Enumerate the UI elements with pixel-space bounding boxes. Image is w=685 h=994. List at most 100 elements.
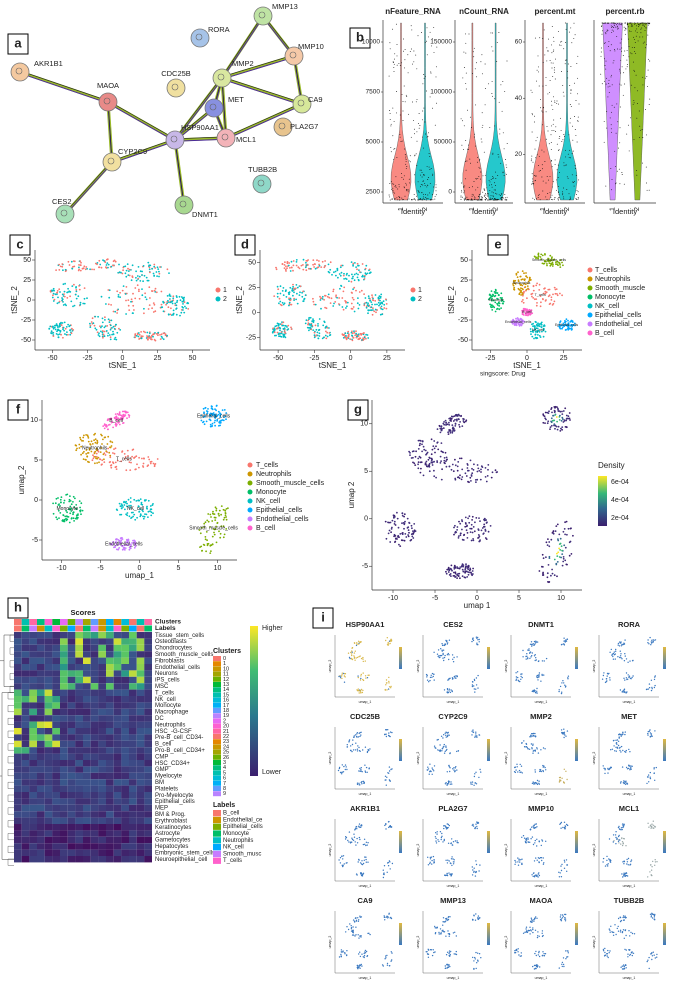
cell-dot	[544, 330, 547, 333]
jitter-point	[536, 154, 538, 156]
cell-dot	[408, 450, 410, 453]
cell-dot	[62, 283, 65, 286]
cell-dot	[351, 277, 353, 280]
jitter-point	[412, 63, 413, 65]
jitter-point	[487, 195, 489, 197]
y-tick-label: 0	[364, 516, 368, 523]
heatmap-cell	[29, 772, 37, 780]
cell-dot	[553, 258, 555, 261]
jitter-point	[613, 25, 615, 26]
cell-dot	[125, 275, 128, 278]
cell-dot	[99, 263, 102, 266]
cell-dot	[215, 509, 218, 512]
heatmap-cell	[60, 696, 68, 703]
jitter-point	[396, 157, 398, 159]
jitter-point	[396, 64, 398, 66]
jitter-point	[576, 141, 578, 143]
jitter-point	[574, 180, 575, 182]
jitter-point	[471, 186, 473, 188]
cell-dot	[108, 289, 111, 292]
jitter-point	[565, 28, 567, 30]
heatmap-cell	[75, 843, 83, 850]
cell-dot	[134, 518, 137, 521]
jitter-point	[465, 88, 467, 90]
jitter-point	[615, 183, 616, 185]
cell-dot	[218, 514, 221, 517]
cell-dot	[96, 462, 98, 464]
cluster-label: Endothelial_cells	[105, 541, 143, 547]
heatmap-cell	[136, 721, 145, 728]
cell-dot	[225, 516, 228, 518]
cell-dot	[520, 318, 522, 320]
heatmap-cell	[60, 830, 68, 837]
jitter-point	[559, 117, 561, 119]
jitter-point	[480, 138, 482, 140]
jitter-point	[537, 55, 539, 57]
jitter-point	[645, 47, 646, 49]
jitter-point	[638, 110, 640, 112]
cell-dot	[109, 542, 112, 545]
cell-dot	[371, 294, 373, 297]
cell-dot	[211, 414, 214, 417]
heatmap-cell	[75, 728, 83, 735]
y-tick-label: 40	[515, 95, 523, 102]
jitter-point	[627, 26, 629, 28]
cell-dot	[461, 468, 464, 471]
cell-dot	[381, 308, 384, 311]
heatmap-cell	[37, 728, 45, 735]
jitter-point	[481, 73, 483, 75]
cell-dot	[212, 412, 215, 414]
heatmap-cell	[67, 817, 76, 824]
cell-dot	[544, 422, 546, 424]
cell-dot	[536, 282, 538, 285]
heatmap-cell	[14, 683, 22, 690]
cell-dot	[424, 449, 427, 452]
cell-dot	[554, 414, 557, 416]
jitter-point	[544, 54, 546, 56]
cell-dot	[79, 438, 82, 441]
y-tick-label: 50000	[434, 139, 452, 146]
cell-dot	[95, 447, 98, 450]
cell-dot	[219, 416, 222, 418]
jitter-point	[468, 148, 470, 150]
heatmap-cell	[14, 747, 22, 754]
cell-dot	[91, 268, 93, 271]
jitter-point	[644, 41, 646, 43]
jitter-point	[427, 36, 429, 38]
cell-dot	[440, 478, 443, 481]
cell-dot	[355, 332, 357, 335]
jitter-point	[484, 63, 486, 65]
cell-dot	[84, 268, 87, 271]
jitter-point	[463, 199, 465, 201]
jitter-point	[477, 196, 479, 198]
cell-dot	[389, 521, 392, 524]
jitter-point	[503, 175, 505, 177]
jitter-point	[489, 197, 491, 199]
heatmap-cell	[37, 715, 45, 722]
cell-dot	[327, 293, 330, 296]
jitter-point	[570, 66, 572, 68]
cell-dot	[565, 414, 568, 417]
cell-dot	[536, 331, 539, 334]
cell-dot	[551, 411, 553, 414]
cell-dot	[352, 306, 355, 308]
jitter-point	[496, 41, 498, 43]
jitter-point	[616, 170, 618, 172]
jitter-point	[609, 117, 611, 119]
jitter-point	[621, 38, 623, 40]
jitter-point	[420, 186, 421, 188]
jitter-point	[398, 186, 400, 188]
cell-dot	[95, 452, 98, 455]
heatmap-cell	[83, 728, 91, 735]
cell-dot	[78, 266, 80, 269]
jitter-point	[422, 83, 424, 85]
cell-dot	[514, 324, 517, 326]
cluster-annotation	[44, 619, 53, 625]
cell-dot	[127, 299, 130, 301]
cell-dot	[556, 552, 558, 555]
cell-dot	[279, 329, 281, 332]
y-tick-label: 10	[360, 421, 368, 428]
cell-dot	[160, 303, 163, 306]
cell-dot	[204, 521, 207, 524]
cell-dot	[70, 507, 73, 510]
